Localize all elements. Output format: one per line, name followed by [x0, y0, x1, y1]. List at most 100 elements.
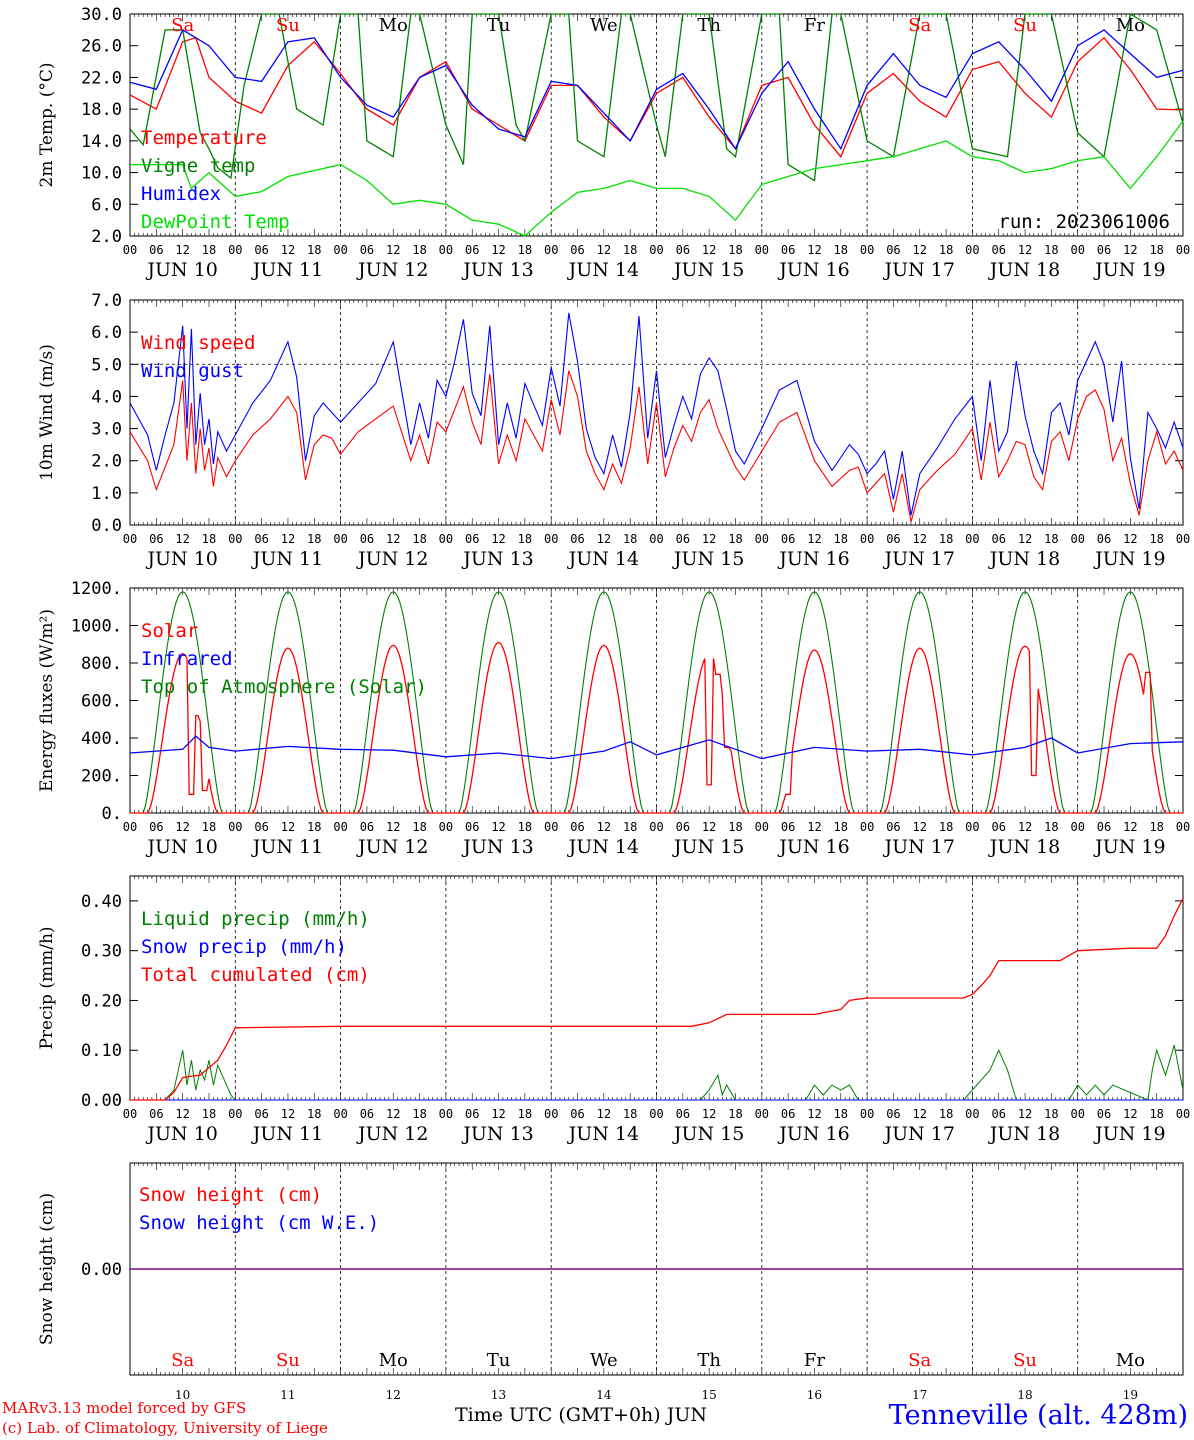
y-tick-label: 0.00: [81, 1091, 122, 1111]
hour-tick-label: 06: [886, 243, 900, 257]
y-tick-label: 1000.: [71, 617, 122, 637]
hour-tick-label: 06: [991, 243, 1005, 257]
hour-tick-label: 18: [518, 820, 532, 834]
day-number: 16: [807, 1388, 822, 1402]
hour-tick-label: 00: [860, 243, 874, 257]
hour-tick-label: 18: [623, 1107, 637, 1121]
hour-tick-label: 00: [649, 532, 663, 546]
day-number: 12: [386, 1388, 401, 1402]
day-label: JUN 18: [988, 836, 1060, 858]
hour-tick-label: 18: [1149, 532, 1163, 546]
hour-tick-label: 00: [965, 1107, 979, 1121]
hour-tick-label: 06: [149, 1107, 163, 1121]
hour-tick-label: 18: [623, 532, 637, 546]
hour-tick-label: 12: [175, 1107, 189, 1121]
hour-tick-label: 06: [254, 243, 268, 257]
weekday-label: Tu: [487, 1350, 511, 1371]
hour-tick-label: 18: [412, 243, 426, 257]
day-label: JUN 13: [461, 259, 533, 281]
hour-tick-label: 06: [991, 1107, 1005, 1121]
y-tick-label: 200.: [81, 767, 122, 787]
hour-tick-label: 18: [307, 1107, 321, 1121]
hour-tick-label: 18: [939, 243, 953, 257]
hour-tick-label: 06: [886, 532, 900, 546]
hour-tick-label: 12: [1018, 820, 1032, 834]
hour-tick-label: 06: [991, 820, 1005, 834]
hour-tick-label: 12: [913, 1107, 927, 1121]
weekday-label: Tu: [487, 15, 511, 36]
day-label: JUN 18: [988, 259, 1060, 281]
hour-tick-label: 18: [518, 532, 532, 546]
legend-snow-height-cm: Snow height (cm): [139, 1184, 322, 1206]
hour-tick-label: 06: [465, 243, 479, 257]
day-label: JUN 17: [883, 836, 955, 858]
legend-infrared: Infrared: [141, 648, 233, 670]
series-line: [130, 1045, 1184, 1101]
hour-tick-label: 00: [649, 1107, 663, 1121]
day-label: JUN 11: [251, 1123, 323, 1145]
hour-tick-label: 12: [1123, 820, 1137, 834]
hour-tick-label: 12: [913, 820, 927, 834]
panel-frame-3: [129, 587, 1184, 814]
legend-wind-gust: Wind gust: [141, 360, 244, 382]
series-line: [129, 36, 1184, 158]
hour-tick-label: 18: [834, 532, 848, 546]
series-line: [130, 898, 1184, 1101]
hour-tick-label: 18: [1044, 532, 1058, 546]
y-axis-title: 10m Wind (m/s): [37, 344, 57, 481]
hour-tick-label: 12: [175, 532, 189, 546]
hour-tick-label: 18: [1044, 820, 1058, 834]
weekday-label: Th: [697, 1350, 721, 1371]
day-label: JUN 11: [251, 548, 323, 570]
day-label: JUN 12: [356, 836, 428, 858]
hour-tick-label: 06: [570, 532, 584, 546]
weekday-label: Th: [697, 15, 721, 36]
hour-tick-label: 00: [333, 1107, 347, 1121]
hour-tick-label: 12: [281, 820, 295, 834]
hour-tick-label: 18: [412, 532, 426, 546]
hour-tick-label: 00: [544, 1107, 558, 1121]
legend-total-cumulated-cm: Total cumulated (cm): [141, 964, 370, 986]
weekday-label: Sa: [171, 15, 194, 36]
legend-dewpoint-temp: DewPoint Temp: [141, 211, 290, 233]
hour-tick-label: 00: [123, 243, 137, 257]
hour-tick-label: 12: [913, 243, 927, 257]
day-label: JUN 14: [567, 259, 639, 281]
hour-tick-label: 12: [1018, 243, 1032, 257]
hour-tick-label: 18: [939, 532, 953, 546]
weekday-label: Sa: [908, 15, 931, 36]
hour-tick-label: 06: [254, 820, 268, 834]
day-label: JUN 16: [777, 548, 849, 570]
hour-tick-label: 06: [360, 243, 374, 257]
hour-tick-label: 00: [1070, 1107, 1084, 1121]
y-axis-title: Precip (mm/h): [37, 926, 57, 1049]
hour-tick-label: 00: [755, 532, 769, 546]
hour-tick-label: 06: [1097, 532, 1111, 546]
day-number: 19: [1123, 1388, 1138, 1402]
hour-tick-label: 00: [1070, 820, 1084, 834]
hour-tick-label: 18: [1149, 820, 1163, 834]
hour-tick-label: 00: [333, 243, 347, 257]
hour-tick-label: 00: [123, 820, 137, 834]
hour-tick-label: 18: [518, 243, 532, 257]
legend-liquid-precip-mm-h: Liquid precip (mm/h): [141, 908, 370, 930]
hour-tick-label: 12: [281, 532, 295, 546]
hour-tick-label: 18: [412, 1107, 426, 1121]
hour-tick-label: 18: [1044, 1107, 1058, 1121]
day-label: JUN 14: [567, 836, 639, 858]
day-label: JUN 12: [356, 548, 428, 570]
weekday-label: Su: [276, 1350, 300, 1371]
hour-tick-label: 00: [860, 1107, 874, 1121]
hour-tick-label: 00: [965, 532, 979, 546]
day-label: JUN 11: [251, 836, 323, 858]
hour-tick-label: 00: [1070, 532, 1084, 546]
legend-solar: Solar: [141, 620, 198, 642]
hour-tick-label: 06: [781, 820, 795, 834]
hour-tick-label: 18: [1044, 243, 1058, 257]
hour-tick-label: 18: [939, 820, 953, 834]
hour-tick-label: 18: [728, 1107, 742, 1121]
hour-tick-label: 18: [623, 243, 637, 257]
hour-tick-label: 00: [965, 820, 979, 834]
y-tick-label: 0.0: [91, 516, 122, 536]
hour-tick-label: 06: [676, 820, 690, 834]
